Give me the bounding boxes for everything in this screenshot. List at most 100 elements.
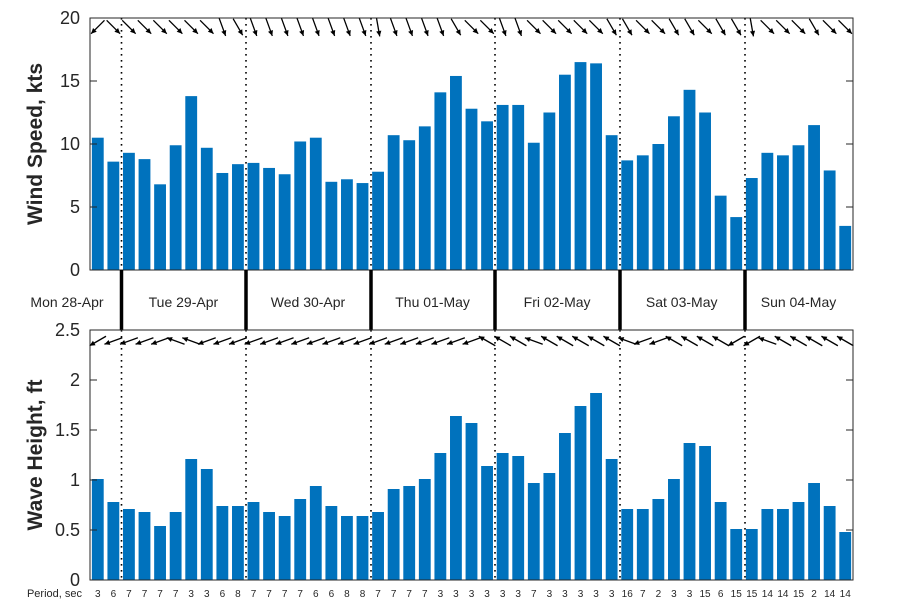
wave-bar (169, 512, 182, 580)
arrow-head (673, 29, 679, 36)
arrow-head (603, 336, 610, 342)
arrow-head (581, 28, 588, 34)
arrow-head (408, 29, 414, 36)
wind-bar (668, 116, 680, 270)
period-value: 7 (126, 589, 132, 600)
arrow-head (338, 339, 344, 345)
wave-bar (714, 502, 727, 580)
arrow-head (268, 29, 273, 36)
period-value: 8 (360, 589, 366, 600)
wave-direction-arrow (462, 337, 481, 345)
arrow-head (176, 28, 183, 34)
arrow-head (643, 28, 650, 34)
y-tick-label: 0 (70, 570, 80, 590)
period-value: 16 (622, 589, 634, 600)
period-value: 3 (484, 589, 490, 600)
period-value: 15 (793, 589, 805, 600)
arrow-head (783, 28, 790, 34)
wave-bar (138, 512, 151, 580)
arrow-head (423, 29, 429, 36)
y-tick-label: 1.5 (55, 420, 80, 440)
wind-direction-arrow (249, 17, 258, 37)
arrow-head (89, 340, 96, 346)
arrow-head (229, 339, 235, 345)
arrow-head (207, 28, 214, 34)
arrow-head (129, 28, 136, 34)
arrow-head (161, 28, 167, 34)
wave-direction-arrow (275, 337, 294, 345)
wind-direction-arrow (514, 17, 523, 37)
arrow-head (541, 336, 548, 342)
wave-bar (107, 502, 120, 580)
wave-bar (216, 506, 229, 580)
period-value: 3 (609, 589, 615, 600)
wave-direction-arrow (322, 337, 341, 345)
period-value: 14 (762, 589, 774, 600)
wave-direction-arrow (197, 337, 216, 345)
period-value: 3 (687, 589, 693, 600)
wind-bar (745, 178, 758, 270)
wave-direction-arrow (649, 337, 668, 345)
arrow-head (283, 29, 289, 36)
wind-direction-arrow (450, 18, 462, 36)
period-value: 6 (718, 589, 724, 600)
wind-direction-arrow (343, 17, 351, 37)
y-tick-label: 20 (60, 8, 80, 28)
wave-bar (418, 479, 431, 580)
wind-direction-arrow (730, 18, 742, 36)
wind-bar (418, 126, 431, 270)
wave-bar (605, 459, 618, 580)
period-value: 3 (515, 589, 521, 600)
period-value: 7 (391, 589, 397, 600)
period-value: 7 (251, 589, 257, 600)
wind-bar (450, 75, 462, 271)
wave-direction-arrow (478, 335, 496, 347)
wind-bar (356, 183, 369, 270)
wave-direction-arrow (743, 335, 761, 347)
arrow-head (361, 29, 367, 36)
wave-bar (652, 499, 665, 580)
wave-bar (154, 526, 166, 580)
period-value: 7 (266, 589, 272, 600)
wave-bar (185, 459, 198, 580)
arrow-head (799, 28, 806, 34)
wind-bar (652, 144, 665, 270)
wind-direction-arrow (606, 18, 617, 36)
wave-direction-arrow (836, 335, 854, 347)
wind-bar (636, 155, 649, 270)
wave-direction-arrow (291, 337, 310, 345)
wind-bar (309, 137, 322, 270)
wind-direction-arrow (822, 19, 837, 35)
day-label: Fri 02-May (524, 294, 591, 310)
wind-bar (154, 184, 166, 270)
arrow-head (587, 336, 594, 342)
wave-bar (465, 423, 478, 580)
arrow-head (322, 339, 329, 345)
wind-direction-arrow (838, 19, 853, 35)
arrow-head (550, 28, 557, 34)
wave-direction-arrow (680, 335, 699, 347)
day-label: Sat 03-May (646, 294, 718, 310)
wind-direction-arrow (420, 17, 429, 37)
wave-bar (325, 506, 338, 580)
wave-bar (496, 453, 509, 580)
wave-direction-arrow (696, 335, 714, 347)
arrow-head (400, 339, 407, 345)
wave-bar (808, 483, 820, 580)
wind-direction-arrow (526, 19, 541, 35)
wind-direction-arrow (697, 19, 713, 35)
wave-bar (636, 509, 649, 580)
wave-bar (792, 502, 805, 580)
wave-direction-arrow (540, 335, 558, 347)
wind-bar (559, 74, 571, 270)
arrow-head (472, 28, 479, 34)
wave-bar (823, 506, 836, 580)
wind-direction-arrow (106, 19, 121, 35)
wave-direction-arrow (431, 337, 450, 345)
period-value: 3 (593, 589, 599, 600)
wave-bar (590, 393, 602, 580)
wave-direction-arrow (821, 335, 839, 347)
wind-direction-arrow (405, 17, 414, 37)
period-value: 3 (188, 589, 194, 600)
wind-bar (138, 159, 151, 270)
